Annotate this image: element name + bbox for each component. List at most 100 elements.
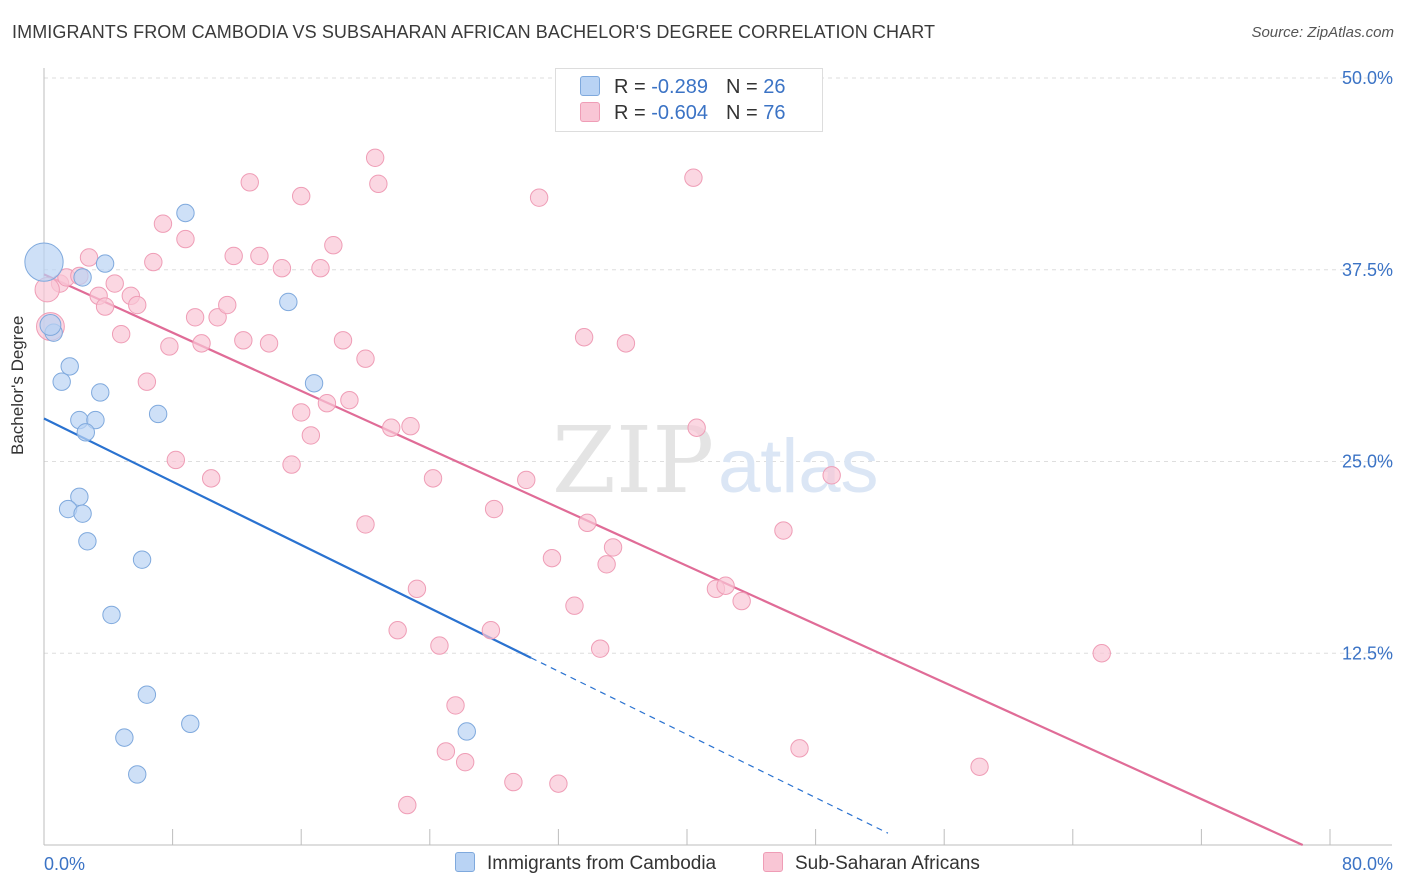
x-tick-label: 80.0% <box>1342 854 1393 874</box>
legend-swatch-pink <box>580 102 600 122</box>
bottom-legend-cambodia: Immigrants from Cambodia <box>455 852 716 875</box>
subsaharan-point <box>292 403 311 422</box>
subsaharan-point <box>153 214 173 233</box>
cambodia-point <box>73 268 92 287</box>
subsaharan-point <box>144 252 163 272</box>
cambodia-point <box>39 314 62 336</box>
y-tick-label: 25.0% <box>1342 452 1393 472</box>
watermark-atlas: atlas <box>718 424 879 509</box>
trend-layer <box>43 273 1304 847</box>
cambodia-point <box>52 372 71 391</box>
cambodia-point <box>86 410 105 430</box>
cambodia-point <box>24 242 64 282</box>
subsaharan-point <box>774 521 793 540</box>
subsaharan-point <box>822 466 841 485</box>
bottom-legend-label-subsaharan: Sub-Saharan Africans <box>795 853 980 874</box>
subsaharan-point <box>201 469 221 488</box>
legend-row-subsaharan: R = -0.604 N = 76 <box>580 102 785 126</box>
subsaharan-point <box>578 513 597 533</box>
cambodia-point <box>73 504 92 523</box>
subsaharan-point <box>790 739 809 758</box>
cambodia-point <box>176 203 195 223</box>
legend-n-label: N = <box>725 102 764 124</box>
subsaharan-point <box>340 390 359 410</box>
subsaharan-point <box>192 334 211 353</box>
subsaharan-point <box>1092 644 1111 663</box>
subsaharan-point <box>160 337 179 356</box>
subsaharan-point <box>529 188 549 207</box>
subsaharan-point <box>333 331 353 350</box>
x-tick-label: 0.0% <box>44 854 85 874</box>
points-layer <box>24 148 1111 815</box>
subsaharan-point <box>259 334 279 353</box>
cambodia-point <box>91 383 110 402</box>
subsaharan-point <box>597 555 616 574</box>
cambodia-point <box>115 728 134 747</box>
subsaharan-point <box>301 426 321 445</box>
cambodia-point <box>76 423 95 442</box>
subsaharan-point <box>365 148 385 167</box>
subsaharan-trendline <box>43 273 1304 847</box>
subsaharan-point <box>481 621 501 640</box>
cambodia-point <box>60 357 79 376</box>
subsaharan-point <box>79 248 99 267</box>
legend-r-label: R = <box>614 76 652 98</box>
legend-r-value: -0.604 <box>651 102 708 124</box>
subsaharan-point <box>446 696 465 715</box>
legend-n-value: 76 <box>763 102 786 124</box>
cambodia-point <box>78 532 97 551</box>
cambodia-point <box>457 722 476 741</box>
y-tick-label: 37.5% <box>1342 260 1393 280</box>
legend-box: R = -0.289 N = 26 R = -0.604 N = 76 <box>555 68 823 132</box>
subsaharan-point <box>356 515 375 534</box>
subsaharan-point <box>436 742 456 761</box>
subsaharan-point <box>590 639 610 658</box>
subsaharan-point <box>407 579 427 599</box>
subsaharan-point <box>356 349 375 368</box>
legend-r-value: -0.289 <box>651 76 708 98</box>
cambodia-point <box>102 605 121 625</box>
subsaharan-point <box>240 173 259 192</box>
cambodia-trendline <box>43 417 532 659</box>
subsaharan-point <box>423 469 443 488</box>
legend-r-label: R = <box>614 102 652 124</box>
subsaharan-point <box>111 324 131 344</box>
subsaharan-point <box>517 470 536 490</box>
y-axis-title: Bachelor's Degree <box>8 315 27 455</box>
cambodia-point <box>148 404 168 424</box>
source-label: Source: ZipAtlas.com <box>1251 24 1394 41</box>
cambodia-point <box>279 292 298 312</box>
subsaharan-point <box>542 548 562 568</box>
subsaharan-point <box>716 576 735 595</box>
y-tick-label: 50.0% <box>1342 68 1393 88</box>
subsaharan-point <box>208 308 227 327</box>
bottom-legend-label-cambodia: Immigrants from Cambodia <box>487 853 717 874</box>
subsaharan-point <box>398 795 417 815</box>
ticklabel-layer: 12.5% 25.0% 37.5% 50.0% 0.0% 80.0% <box>44 68 1393 874</box>
subsaharan-point <box>250 246 269 266</box>
bottom-legend-swatch-pink <box>763 852 783 872</box>
subsaharan-point <box>565 596 584 615</box>
subsaharan-point <box>504 772 523 792</box>
subsaharan-point <box>234 331 253 350</box>
cambodia-trendline-extension <box>530 657 889 834</box>
cambodia-point <box>128 765 147 784</box>
subsaharan-point <box>128 295 147 315</box>
bottom-legend-subsaharan: Sub-Saharan Africans <box>763 852 980 875</box>
subsaharan-point <box>224 246 243 266</box>
subsaharan-point <box>455 752 475 772</box>
cambodia-point <box>132 550 152 569</box>
subsaharan-point <box>684 168 703 187</box>
subsaharan-point <box>218 295 237 315</box>
subsaharan-point <box>382 418 401 437</box>
subsaharan-point <box>687 418 706 437</box>
subsaharan-point <box>401 417 420 436</box>
subsaharan-point <box>105 274 124 293</box>
subsaharan-point <box>369 174 388 194</box>
legend-n-label: N = <box>725 76 764 98</box>
cambodia-point <box>137 685 157 704</box>
cambodia-point <box>95 254 115 273</box>
subsaharan-point <box>95 297 115 316</box>
subsaharan-point <box>292 186 311 206</box>
